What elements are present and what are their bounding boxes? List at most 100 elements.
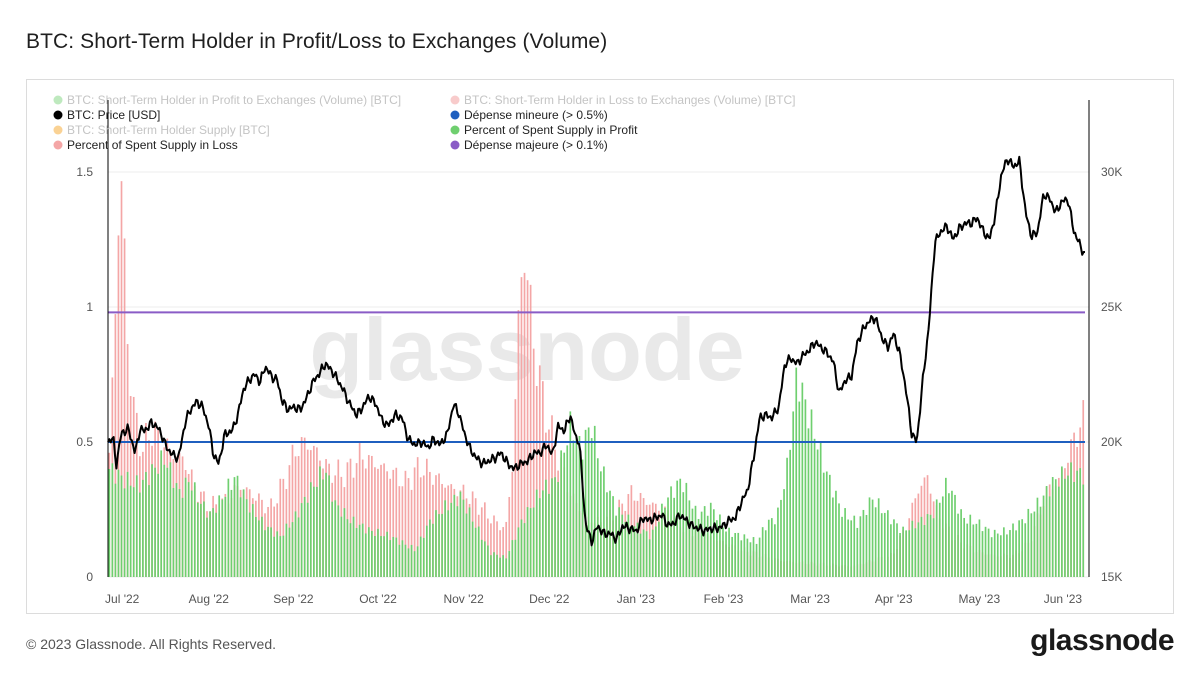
profit-bar	[847, 519, 849, 577]
legend-dot	[450, 125, 460, 135]
profit-bar	[914, 528, 917, 577]
legend-item[interactable]: Dépense mineure (> 0.5%)	[450, 108, 608, 122]
profit-bar	[841, 516, 843, 577]
profit-bar	[615, 515, 617, 577]
profit-bar	[758, 537, 761, 577]
profit-bar	[871, 499, 874, 577]
profit-bar	[554, 477, 556, 577]
profit-bar	[169, 462, 172, 577]
profit-bar	[395, 537, 398, 577]
profit-bar	[654, 526, 657, 577]
profit-bar	[966, 523, 969, 577]
x-tick-label: Mar '23	[790, 592, 830, 606]
profit-bar	[603, 466, 605, 577]
profit-bar	[1045, 485, 1048, 577]
glassnode-logo[interactable]: glassnode	[1030, 624, 1174, 657]
profit-bar	[245, 499, 248, 577]
loss-bar	[355, 463, 358, 577]
loss-bar	[364, 468, 367, 577]
profit-bar	[822, 472, 825, 577]
profit-bar	[383, 536, 385, 577]
profit-bar	[1073, 482, 1075, 577]
profit-bar	[920, 516, 923, 577]
profit-bar	[148, 485, 150, 577]
legend-item[interactable]: Dépense majeure (> 0.1%)	[450, 138, 608, 152]
footer-copyright: © 2023 Glassnode. All Rights Reserved.	[26, 636, 277, 652]
profit-bar	[306, 502, 309, 577]
profit-bar	[1067, 475, 1069, 577]
profit-bar	[865, 514, 868, 577]
profit-bar	[233, 477, 236, 577]
profit-bar	[719, 514, 721, 577]
profit-bar	[667, 497, 669, 577]
profit-bar	[502, 555, 504, 577]
x-tick-label: Jul '22	[105, 592, 140, 606]
legend-item[interactable]: BTC: Price [USD]	[53, 108, 161, 122]
loss-bar	[361, 459, 364, 577]
profit-bar	[767, 519, 770, 577]
profit-bar	[135, 475, 138, 577]
profit-bar	[774, 524, 776, 577]
legend-dot	[450, 95, 460, 105]
legend-item[interactable]: BTC: Short-Term Holder in Loss to Exchan…	[450, 93, 796, 107]
loss-bar	[114, 314, 117, 577]
loss-bar	[523, 272, 526, 577]
legend-item[interactable]: Percent of Spent Supply in Loss	[53, 138, 238, 152]
loss-bar	[377, 468, 379, 577]
legend-item[interactable]: Percent of Spent Supply in Profit	[450, 123, 639, 137]
profit-bar	[120, 475, 123, 577]
x-tick-label: Nov '22	[443, 592, 484, 606]
profit-bar	[731, 536, 733, 577]
profit-bar	[743, 534, 746, 577]
profit-bar	[542, 490, 544, 577]
profit-bar	[691, 508, 694, 577]
profit-bar	[813, 438, 816, 577]
profit-bar	[276, 531, 279, 577]
profit-bar	[596, 458, 599, 577]
loss-bar	[502, 527, 504, 577]
loss-bar	[371, 455, 373, 577]
loss-bar	[517, 310, 520, 577]
profit-bar	[862, 509, 865, 577]
profit-bar	[923, 525, 926, 577]
profit-bar	[972, 524, 975, 577]
profit-bar	[468, 507, 471, 577]
profit-bar	[419, 536, 422, 577]
loss-bar	[389, 478, 392, 577]
profit-bar	[679, 478, 682, 577]
legend-label: Dépense majeure (> 0.1%)	[464, 138, 608, 152]
profit-bar	[664, 507, 666, 577]
loss-bar	[297, 456, 300, 577]
legend-label: BTC: Price [USD]	[67, 108, 160, 122]
legend-dot	[53, 140, 63, 150]
profit-bar	[432, 523, 434, 577]
loss-bar	[483, 502, 486, 577]
profit-bar	[670, 486, 672, 577]
profit-bar	[984, 526, 987, 577]
legend-item[interactable]: BTC: Short-Term Holder Supply [BTC]	[53, 123, 270, 137]
profit-bar	[1079, 468, 1082, 577]
profit-bar	[190, 490, 193, 577]
profit-bar	[416, 546, 419, 577]
profit-bar	[899, 532, 901, 577]
y-left-tick-label: 1	[86, 300, 93, 314]
profit-bar	[658, 521, 660, 577]
profit-bar	[618, 507, 621, 577]
legend-item[interactable]: BTC: Short-Term Holder in Profit to Exch…	[53, 93, 402, 107]
profit-bar	[590, 438, 593, 577]
profit-bar	[480, 539, 483, 577]
profit-bar	[981, 531, 984, 577]
loss-bar	[499, 530, 501, 577]
profit-bar	[206, 517, 208, 577]
profit-bar	[349, 523, 352, 577]
profit-bar	[648, 539, 651, 577]
profit-bar	[905, 530, 908, 577]
profit-bar	[709, 502, 712, 577]
profit-bar	[114, 483, 117, 577]
profit-bar	[532, 507, 535, 577]
legend-label: BTC: Short-Term Holder in Profit to Exch…	[67, 93, 401, 107]
profit-bar	[334, 500, 337, 577]
profit-bar	[187, 482, 190, 577]
profit-bar	[697, 518, 700, 577]
profit-bar	[483, 541, 486, 577]
